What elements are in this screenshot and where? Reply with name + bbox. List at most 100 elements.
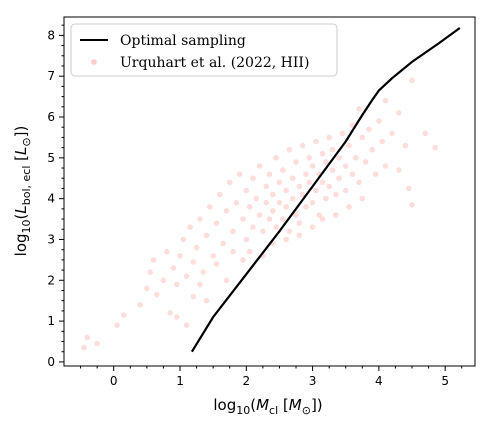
- scatter-point: [190, 293, 197, 300]
- y-tick-label: 3: [47, 232, 55, 246]
- scatter-point: [316, 212, 323, 218]
- scatter-point: [150, 257, 157, 263]
- scatter-point: [289, 175, 296, 181]
- scatter-point: [183, 322, 190, 329]
- scatter-point: [180, 236, 187, 243]
- scatter-point: [409, 202, 415, 208]
- scatter-point: [389, 130, 395, 137]
- scatter-point: [309, 224, 316, 230]
- y-tick-label: 4: [47, 192, 55, 206]
- scatter-point: [349, 171, 356, 177]
- scatter-point: [236, 171, 243, 177]
- scatter-point: [193, 244, 200, 251]
- scatter-point: [270, 208, 276, 214]
- scatter-point: [223, 208, 230, 214]
- scatter-point: [326, 134, 333, 141]
- scatter-point: [339, 130, 346, 137]
- scatter-point: [177, 253, 183, 259]
- scatter-point: [326, 183, 333, 190]
- scatter-point: [323, 159, 329, 165]
- scatter-point: [173, 281, 180, 288]
- scatter-point: [402, 142, 409, 149]
- scatter-point: [273, 224, 279, 230]
- legend-label-optimal: Optimal sampling: [120, 33, 246, 49]
- scatter-point: [303, 171, 309, 177]
- scatter-point: [260, 228, 266, 235]
- scatter-point: [313, 187, 319, 194]
- scatter-point: [296, 183, 303, 190]
- scatter-point: [356, 106, 362, 112]
- y-tick-label: 6: [47, 110, 55, 124]
- scatter-point: [379, 138, 386, 145]
- scatter-point: [233, 199, 240, 206]
- scatter-point: [197, 281, 203, 288]
- optimal-sampling-polyline: [190, 27, 461, 353]
- x-tick-label: 0: [110, 374, 118, 388]
- scatter-point: [293, 159, 299, 165]
- legend: Optimal sampling Urquhart et al. (2022, …: [70, 23, 338, 77]
- scatter-point: [246, 204, 253, 210]
- scatter-point: [246, 248, 253, 255]
- scatter-point: [280, 167, 286, 173]
- x-tick-label: 5: [441, 374, 449, 388]
- scatter-point: [336, 175, 342, 181]
- scatter-point: [396, 167, 402, 173]
- plot-frame: [63, 16, 476, 367]
- scatter-point: [190, 259, 197, 265]
- scatter-point: [396, 110, 402, 116]
- scatter-point: [280, 216, 286, 222]
- scatter-point: [346, 204, 352, 210]
- scatter-point: [299, 142, 306, 149]
- scatter-point: [276, 199, 283, 206]
- scatter-point: [200, 269, 206, 275]
- scatter-point: [81, 344, 87, 351]
- scatter-point: [372, 171, 379, 177]
- scatter-point: [296, 220, 303, 226]
- scatter-point: [160, 277, 167, 284]
- scatter-point: [319, 150, 326, 157]
- scatter-point: [217, 191, 223, 198]
- scatter-point: [283, 236, 289, 243]
- scatter-point: [283, 187, 289, 194]
- scatter-point: [356, 179, 362, 186]
- legend-marker-urquhart: [91, 59, 97, 65]
- scatter-point: [240, 216, 246, 222]
- scatter-point: [309, 163, 316, 169]
- scatter-point: [306, 179, 313, 186]
- scatter-point: [187, 224, 193, 230]
- scatter-point: [369, 146, 376, 153]
- scatter-point: [243, 187, 250, 194]
- scatter-point: [303, 204, 309, 210]
- x-axis-label: log10(Mcl [M⊙]): [213, 396, 322, 417]
- scatter-point: [154, 291, 160, 298]
- y-tick-label: 5: [47, 151, 55, 165]
- scatter-point: [94, 340, 100, 347]
- scatter-point: [342, 163, 349, 169]
- scatter-point: [137, 302, 143, 308]
- scatter-point: [342, 187, 349, 194]
- scatter-point: [114, 322, 120, 329]
- scatter-point: [309, 199, 316, 206]
- scatter-point: [223, 277, 230, 284]
- scatter-point: [352, 155, 359, 161]
- scatter-point: [359, 195, 366, 202]
- scatter-point: [220, 240, 226, 247]
- y-tick-label: 7: [47, 69, 55, 83]
- scatter-point: [203, 297, 210, 304]
- scatter-point: [313, 138, 319, 145]
- scatter-point: [240, 257, 246, 263]
- scatter-point: [366, 126, 372, 133]
- y-tick-label: 2: [47, 273, 55, 287]
- legend-box: [70, 23, 338, 77]
- scatter-point: [299, 191, 306, 198]
- scatter-point: [263, 183, 270, 190]
- scatter-point: [333, 191, 339, 198]
- scatter-point: [289, 195, 296, 202]
- scatter-point: [362, 159, 369, 165]
- optimal-sampling-line: [190, 27, 461, 353]
- scatter-point: [329, 146, 336, 153]
- scatter-points: [81, 77, 439, 351]
- scatter-point: [230, 248, 236, 255]
- scatter-point: [226, 179, 233, 186]
